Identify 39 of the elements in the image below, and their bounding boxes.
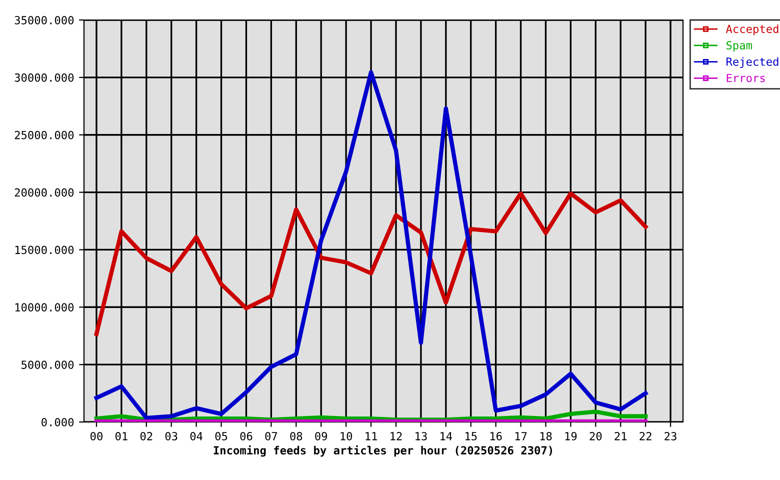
x-tick-label: 08: [290, 432, 302, 440]
x-tick-label: 13: [416, 432, 427, 440]
x-tick-label: 07: [265, 432, 278, 440]
x-tick-label: 03: [165, 432, 178, 440]
y-tick-label: 35000.000: [14, 16, 74, 24]
x-tick-label: 04: [190, 432, 202, 440]
x-tick-label: 01: [115, 432, 128, 440]
y-tick-label: 20000.000: [14, 188, 74, 197]
x-tick-label: 18: [540, 432, 552, 440]
x-axis-title: Incoming feeds by articles per hour (20250526 2307): [214, 445, 552, 457]
y-tick-label: 10000.000: [15, 303, 74, 312]
y-tick-label: 15000.000: [15, 246, 74, 254]
line-series: [94, 70, 648, 420]
x-tick-label: 23: [664, 432, 676, 440]
x-tick-label: 17: [515, 432, 527, 440]
y-tick-label: 30000.000: [14, 73, 74, 82]
x-tick-label: 00: [90, 432, 102, 440]
legend-label: Errors: [726, 74, 765, 82]
y-tick-label: 25000.000: [14, 130, 74, 140]
line-series: [94, 191, 648, 336]
x-tick-label: 15: [466, 432, 477, 440]
x-tick-label: 22: [640, 432, 652, 440]
legend-label: Rejected: [726, 57, 778, 68]
x-tick-label: 12: [390, 432, 402, 440]
x-tick-label: 06: [240, 432, 252, 440]
x-tick-label: 20: [590, 432, 602, 440]
x-tick-label: 16: [490, 432, 502, 440]
x-tick-label: 02: [140, 432, 152, 440]
y-tick-label: 0.000: [42, 418, 74, 426]
x-tick-label: 10: [340, 432, 352, 440]
x-tick-label: 19: [565, 432, 577, 440]
x-tick-label: 09: [315, 432, 328, 440]
x-tick-label: 11: [366, 432, 377, 440]
x-tick-label: 05: [215, 432, 228, 440]
x-tick-label: 14: [440, 432, 452, 440]
legend-label: Accepted: [726, 24, 778, 36]
y-tick-label: 5000.000: [22, 360, 74, 369]
x-tick-label: 21: [614, 432, 627, 440]
legend-label: Spam: [726, 41, 752, 52]
